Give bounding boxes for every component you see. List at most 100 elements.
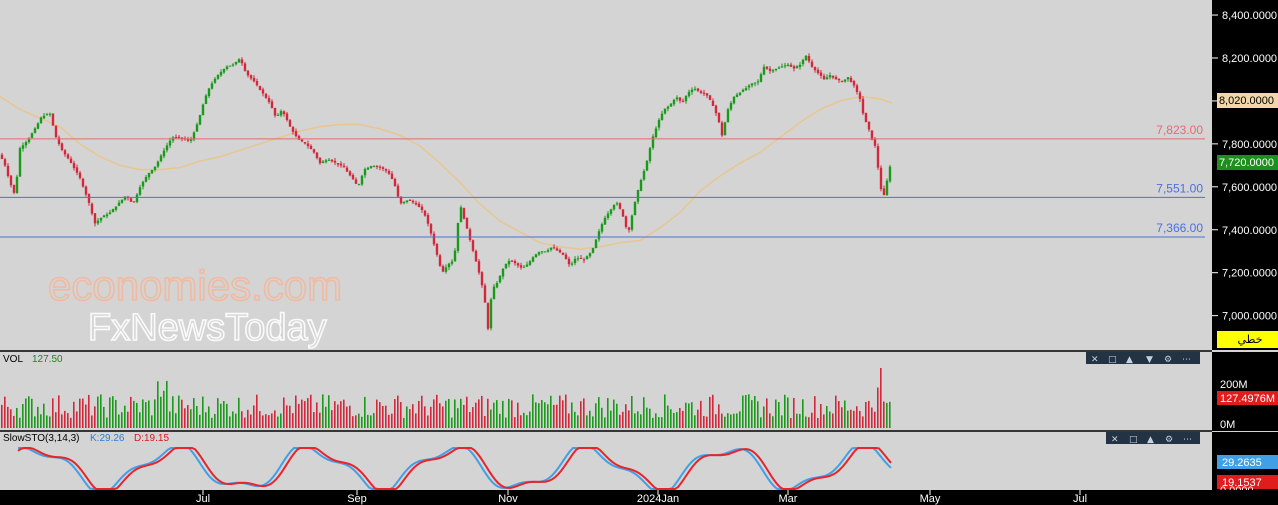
settings-icon[interactable]: ⚙ [1164, 355, 1172, 365]
volume-bar [571, 402, 573, 428]
volume-bar [637, 411, 639, 428]
candle-body [378, 166, 382, 168]
candle-body [393, 178, 397, 187]
candle-body [243, 63, 247, 71]
candle-body [369, 166, 373, 168]
volume-bar [136, 402, 138, 428]
maximize-icon[interactable]: □ [1108, 355, 1117, 365]
stochastic-d-badge [1217, 475, 1278, 489]
volume-bar [589, 410, 591, 428]
volume-bar [13, 415, 15, 428]
candle-body [66, 154, 70, 159]
volume-bar [676, 412, 678, 428]
volume-bar [331, 410, 333, 428]
maximize-icon[interactable]: □ [1129, 435, 1138, 445]
stochastic-label: SlowSTO(3,14,3) [3, 433, 80, 444]
price-tick-label: 7,800.0000 [1222, 139, 1277, 151]
candle-body [666, 106, 670, 109]
move-up-icon[interactable]: ▲ [1147, 435, 1154, 445]
candle-body [783, 65, 787, 67]
volume-bar [199, 414, 201, 428]
volume-bar [862, 416, 864, 428]
volume-panel[interactable]: VOL 127.50 200M 0M 127.4976M ✕ □ ▲ ▼ ⚙ ⋯ [1, 352, 1278, 431]
candle-body [852, 81, 856, 86]
volume-bar [874, 411, 876, 428]
candle-body [726, 109, 730, 123]
candle-body [33, 128, 37, 133]
volume-bar [28, 396, 30, 428]
candle-body [807, 55, 811, 62]
candle-body [768, 68, 772, 71]
volume-bar [769, 413, 771, 428]
more-icon[interactable]: ⋯ [1183, 435, 1192, 445]
time-tick-label: Jul [196, 493, 210, 505]
volume-bar [544, 402, 546, 428]
close-icon[interactable]: ✕ [1091, 355, 1099, 365]
volume-bar [790, 417, 792, 428]
volume-bar [82, 398, 84, 428]
candle-body [723, 122, 727, 136]
move-down-icon[interactable]: ▼ [1146, 355, 1153, 365]
candle-body [654, 128, 658, 138]
line-style-button[interactable]: خطي [1217, 331, 1278, 348]
candle-body [186, 139, 190, 141]
candle-body [780, 66, 784, 68]
candle-body [678, 97, 682, 101]
candle-body [786, 64, 790, 67]
volume-bar [205, 412, 207, 428]
close-icon[interactable]: ✕ [1111, 435, 1119, 445]
candle-body [801, 59, 805, 65]
candle-body [237, 59, 241, 63]
volume-bar [760, 417, 762, 428]
candle-body [519, 265, 523, 268]
candle-body [558, 250, 562, 253]
volume-panel-controls[interactable]: ✕ □ ▲ ▼ ⚙ ⋯ [1086, 352, 1200, 365]
candle-body [651, 136, 655, 148]
candle-body [402, 201, 406, 204]
volume-bar [148, 400, 150, 428]
candle-body [534, 254, 538, 258]
volume-bar [70, 417, 72, 428]
volume-bar [259, 411, 261, 428]
stochastic-panel[interactable]: SlowSTO(3,14,3) K:29.26 D:19.15 29.2635 … [3, 432, 1278, 497]
volume-bar [541, 400, 543, 428]
volume-bar [337, 404, 339, 428]
volume-bar [100, 394, 102, 428]
candle-body [9, 175, 13, 186]
stochastic-panel-controls[interactable]: ✕ □ ▲ ⚙ ⋯ [1106, 432, 1200, 445]
volume-bar [835, 395, 837, 428]
candle-body [681, 100, 685, 102]
candle-body [192, 132, 196, 140]
volume-bar [595, 403, 597, 428]
candle-body [471, 240, 475, 251]
candle-body [294, 131, 298, 137]
watermark-fxnewstoday: FxNewsToday [88, 307, 327, 349]
volume-bar [34, 416, 36, 428]
volume-bar [154, 399, 156, 428]
settings-icon[interactable]: ⚙ [1165, 435, 1173, 445]
volume-bar [697, 409, 699, 428]
volume-bar [343, 399, 345, 428]
volume-bar [538, 403, 540, 428]
volume-bar [178, 395, 180, 428]
candle-body [447, 263, 451, 268]
volume-bar [487, 398, 489, 428]
move-up-icon[interactable]: ▲ [1126, 355, 1133, 365]
volume-bar [409, 409, 411, 428]
volume-bar [397, 395, 399, 428]
volume-bar [478, 399, 480, 428]
candle-body [744, 88, 748, 91]
volume-bar [799, 413, 801, 428]
volume-bar [523, 412, 525, 428]
volume-bar [436, 394, 438, 428]
volume-bar [817, 417, 819, 428]
time-axis[interactable]: Jul Sep Nov 2024Jan Mar May Jul [196, 490, 1087, 505]
more-icon[interactable]: ⋯ [1182, 355, 1191, 365]
volume-bar [424, 406, 426, 428]
volume-bar [91, 415, 93, 428]
horizontal-lines[interactable]: 7,823.00 7,551.00 7,366.00 [0, 123, 1205, 238]
candle-body [741, 89, 745, 92]
candle-body [417, 203, 421, 208]
price-axis[interactable]: 8,400.00008,200.00008,000.00007,800.0000… [1212, 10, 1277, 323]
